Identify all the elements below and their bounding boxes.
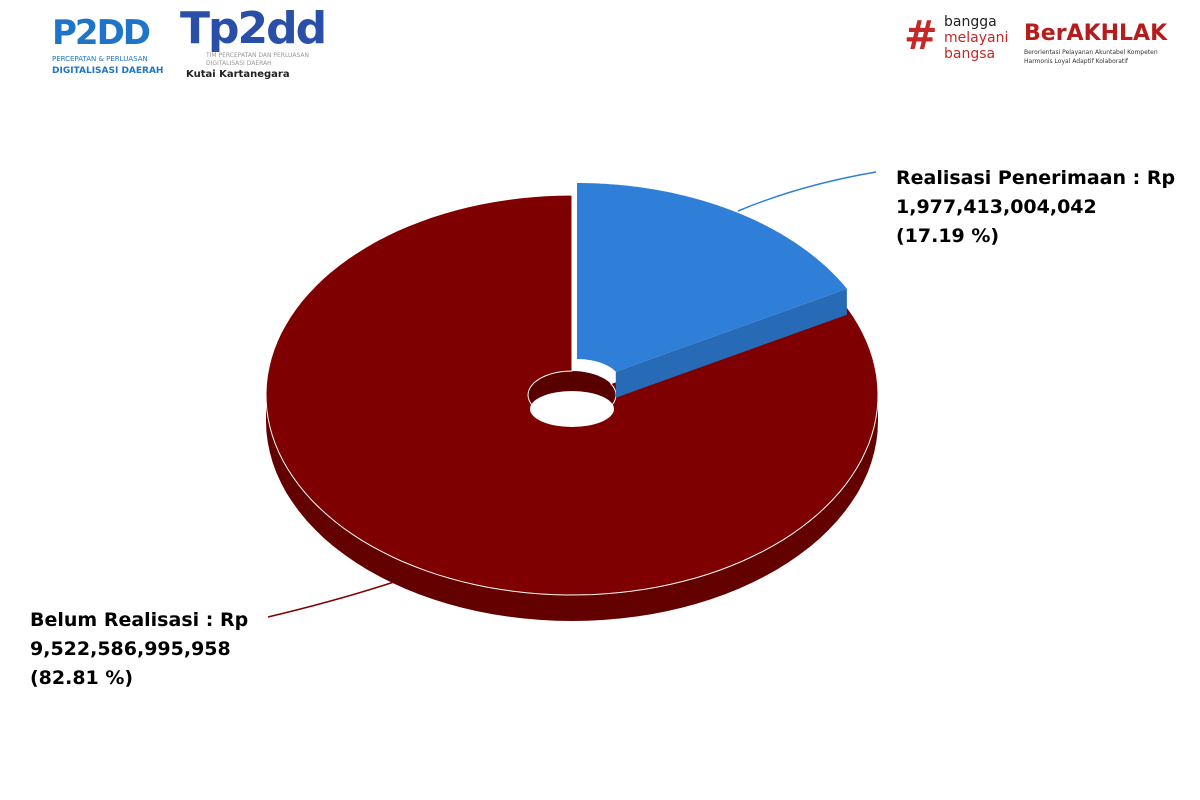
bangsa-text: bangsa — [944, 46, 996, 62]
p2dd-mark: P2DD — [52, 13, 151, 53]
label-belum-pct: (82.81 %) — [30, 667, 134, 689]
leader-line-realisasi — [737, 171, 877, 212]
bangga-text: bangga — [944, 14, 997, 30]
hash-mark: # — [904, 13, 938, 59]
label-realisasi: Realisasi Penerimaan : Rp 1,977,413,004,… — [896, 164, 1175, 251]
tp2dd-sub2: DIGITALISASI DAERAH — [206, 60, 272, 67]
label-realisasi-amount: 1,977,413,004,042 — [896, 196, 1097, 218]
berakhlak-line2: Harmonis Loyal Adaptif Kolaboratif — [1024, 58, 1129, 65]
berakhlak-line1: Berorientasi Pelayanan Akuntabel Kompete… — [1024, 49, 1158, 56]
tp2dd-mark: Tp2dd — [180, 3, 327, 54]
tp2dd-sub1: TIM PERCEPATAN DAN PERLUASAN — [206, 52, 309, 59]
tp2dd-region: Kutai Kartanegara — [186, 69, 290, 80]
label-belum-title: Belum Realisasi : Rp — [30, 609, 249, 631]
melayani-text: melayani — [944, 30, 1009, 46]
p2dd-line2: DIGITALISASI DAERAH — [52, 66, 164, 76]
bangga-melayani-logo: # bangga melayani bangsa — [904, 12, 1020, 64]
label-belum: Belum Realisasi : Rp 9,522,586,995,958 (… — [30, 606, 248, 693]
slice-realisasi — [577, 183, 847, 372]
slice-belum — [265, 194, 879, 596]
label-belum-amount: 9,522,586,995,958 — [30, 638, 231, 660]
label-realisasi-pct: (17.19 %) — [896, 225, 1000, 247]
berakhlak-logo: BerAKHLAK Berorientasi Pelayanan Akuntab… — [1024, 16, 1194, 72]
tp2dd-logo: Tp2dd TIM PERCEPATAN DAN PERLUASAN DIGIT… — [180, 6, 350, 86]
p2dd-logo: P2DD PERCEPATAN & PERLUASAN DIGITALISASI… — [52, 12, 172, 84]
donut-hole — [530, 391, 614, 427]
leader-line-belum — [267, 579, 401, 618]
slice-face-realisasi — [615, 288, 847, 398]
p2dd-line1: PERCEPATAN & PERLUASAN — [52, 55, 148, 63]
label-realisasi-title: Realisasi Penerimaan : Rp — [896, 167, 1176, 189]
berakhlak-mark: BerAKHLAK — [1024, 21, 1168, 46]
